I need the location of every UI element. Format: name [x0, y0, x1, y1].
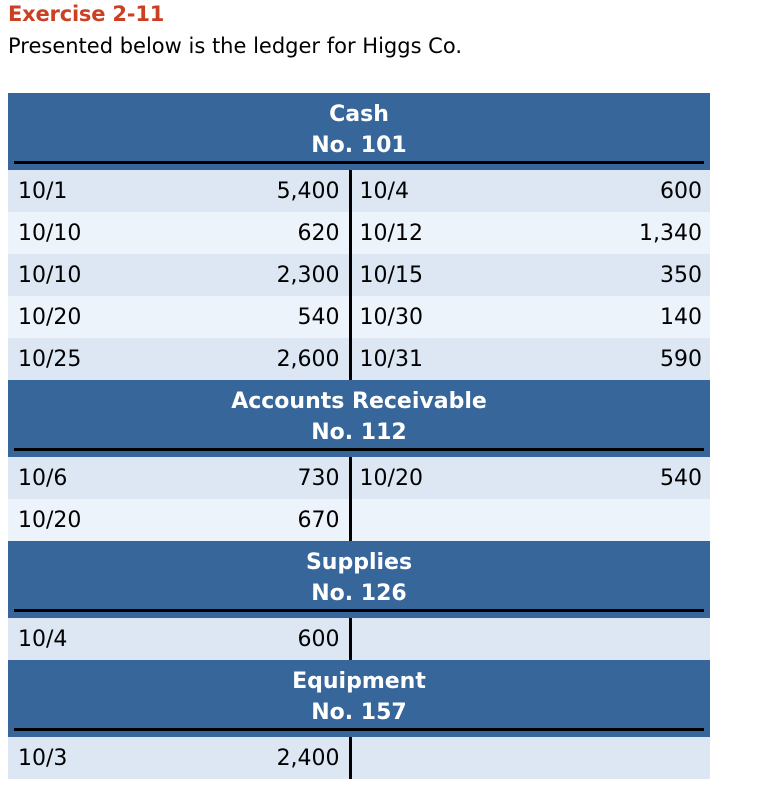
credit-side	[351, 618, 710, 660]
account-number: No. 112	[311, 420, 407, 445]
credit-side: 10/20 540	[351, 457, 710, 499]
ledger-row: 10/10 2,300 10/15 350	[8, 254, 710, 296]
debit-date: 10/20	[18, 507, 82, 533]
account-header-underline	[14, 161, 704, 164]
account-header-underline	[14, 728, 704, 731]
account-name: Supplies	[305, 550, 413, 575]
debit-amount: 670	[297, 507, 340, 533]
account-header: Equipment No. 157	[8, 660, 710, 737]
account-number: No. 101	[311, 133, 407, 158]
account-rows: 10/4 600	[8, 618, 710, 660]
credit-date: 10/15	[359, 262, 423, 288]
credit-amount: 600	[660, 178, 702, 204]
ledger-row: 10/6 730 10/20 540	[8, 457, 710, 499]
debit-date: 10/3	[18, 745, 68, 771]
credit-date: 10/20	[359, 465, 423, 491]
debit-date: 10/20	[18, 304, 82, 330]
account-header-underline	[14, 448, 704, 451]
ledger-row: 10/20 670	[8, 499, 710, 541]
account-name: Accounts Receivable	[231, 389, 487, 414]
account-header: Accounts Receivable No. 112	[8, 380, 710, 457]
account-section: Supplies No. 126 10/4 600	[8, 541, 710, 660]
exercise-title: Exercise 2-11	[8, 2, 165, 26]
credit-amount: 1,340	[639, 220, 702, 246]
account-rows: 10/3 2,400	[8, 737, 710, 779]
debit-date: 10/10	[18, 262, 82, 288]
credit-date: 10/31	[359, 346, 423, 372]
debit-side: 10/10 2,300	[8, 254, 348, 296]
debit-side: 10/20 540	[8, 296, 348, 338]
account-header-underline	[14, 609, 704, 612]
account-name: Equipment	[292, 669, 426, 694]
debit-side: 10/25 2,600	[8, 338, 348, 380]
debit-date: 10/4	[18, 626, 68, 652]
debit-side: 10/4 600	[8, 618, 348, 660]
credit-side: 10/31 590	[351, 338, 710, 380]
debit-amount: 730	[297, 465, 340, 491]
debit-amount: 2,400	[276, 745, 340, 771]
account-rows: 10/6 730 10/20 540 10/20 670	[8, 457, 710, 541]
account-number: No. 157	[311, 700, 407, 725]
credit-side: 10/15 350	[351, 254, 710, 296]
credit-side: 10/12 1,340	[351, 212, 710, 254]
account-section: Cash No. 101 10/1 5,400 10/4 600 10/10 6…	[8, 93, 710, 380]
credit-side: 10/30 140	[351, 296, 710, 338]
credit-amount: 540	[660, 465, 702, 491]
account-number: No. 126	[311, 581, 407, 606]
ledger-table: Cash No. 101 10/1 5,400 10/4 600 10/10 6…	[8, 93, 710, 779]
debit-date: 10/6	[18, 465, 68, 491]
debit-side: 10/6 730	[8, 457, 348, 499]
debit-amount: 600	[297, 626, 340, 652]
debit-date: 10/25	[18, 346, 82, 372]
account-name: Cash	[329, 102, 389, 127]
credit-side: 10/4 600	[351, 170, 710, 212]
debit-side: 10/20 670	[8, 499, 348, 541]
debit-amount: 620	[297, 220, 340, 246]
credit-date: 10/30	[359, 304, 423, 330]
credit-date: 10/4	[359, 178, 409, 204]
credit-amount: 140	[660, 304, 702, 330]
credit-side	[351, 499, 710, 541]
credit-side	[351, 737, 710, 779]
ledger-row: 10/1 5,400 10/4 600	[8, 170, 710, 212]
account-rows: 10/1 5,400 10/4 600 10/10 620 10/12 1,34…	[8, 170, 710, 380]
ledger-row: 10/3 2,400	[8, 737, 710, 779]
debit-side: 10/1 5,400	[8, 170, 348, 212]
credit-amount: 590	[660, 346, 702, 372]
debit-amount: 5,400	[276, 178, 340, 204]
debit-side: 10/3 2,400	[8, 737, 348, 779]
debit-date: 10/10	[18, 220, 82, 246]
credit-date: 10/12	[359, 220, 423, 246]
ledger-row: 10/25 2,600 10/31 590	[8, 338, 710, 380]
t-account-divider	[349, 737, 352, 779]
debit-date: 10/1	[18, 178, 68, 204]
t-account-divider	[349, 618, 352, 660]
debit-amount: 540	[297, 304, 340, 330]
debit-amount: 2,600	[276, 346, 340, 372]
credit-amount: 350	[660, 262, 702, 288]
debit-amount: 2,300	[276, 262, 340, 288]
debit-side: 10/10 620	[8, 212, 348, 254]
t-account-divider	[349, 457, 352, 541]
account-header: Cash No. 101	[8, 93, 710, 170]
ledger-row: 10/4 600	[8, 618, 710, 660]
account-header: Supplies No. 126	[8, 541, 710, 618]
account-section: Equipment No. 157 10/3 2,400	[8, 660, 710, 779]
ledger-row: 10/10 620 10/12 1,340	[8, 212, 710, 254]
account-section: Accounts Receivable No. 112 10/6 730 10/…	[8, 380, 710, 541]
t-account-divider	[349, 170, 352, 380]
exercise-intro: Presented below is the ledger for Higgs …	[8, 34, 463, 58]
ledger-row: 10/20 540 10/30 140	[8, 296, 710, 338]
